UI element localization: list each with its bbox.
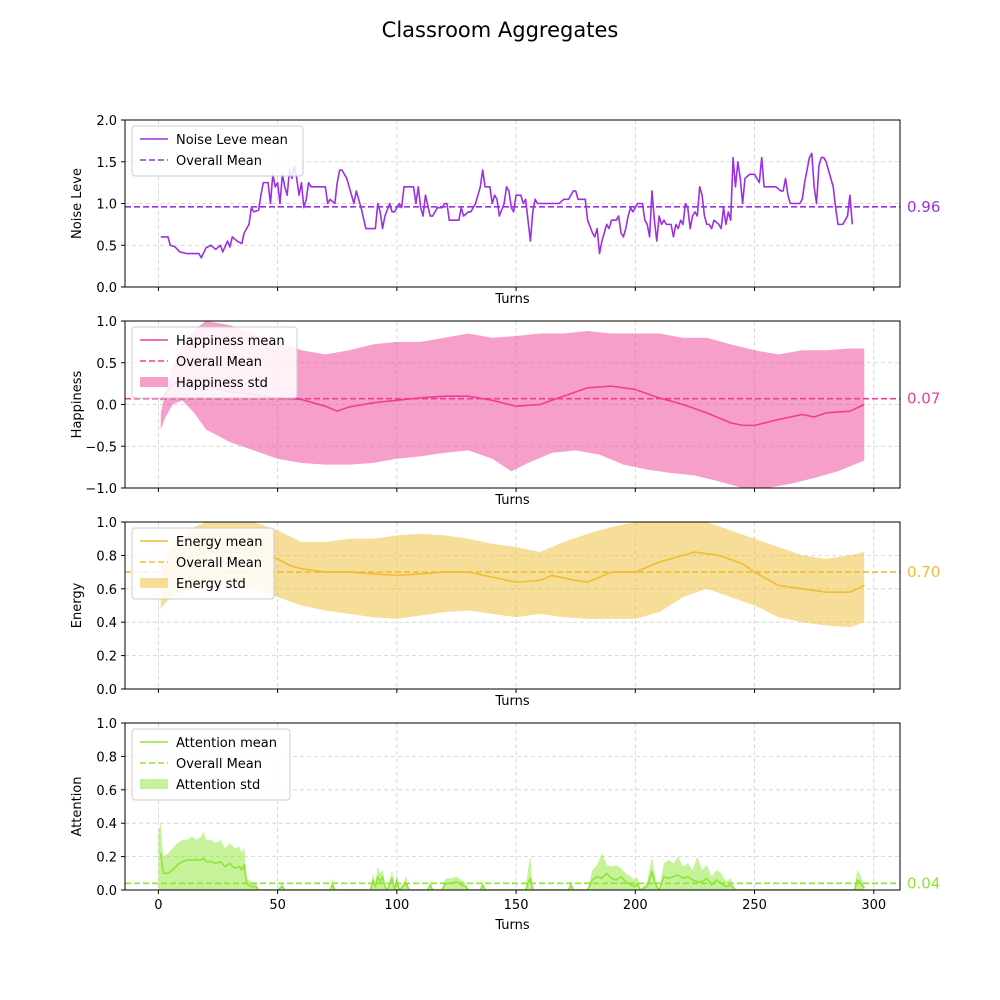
overall-mean-label: 0.04 (907, 874, 940, 892)
legend-label: Overall Mean (176, 757, 262, 772)
legend-label: Energy mean (176, 535, 263, 550)
legend-box (131, 728, 291, 801)
x-axis-label: Turns (494, 292, 530, 307)
x-axis-label: Turns (494, 694, 530, 709)
axes-frame (124, 521, 901, 690)
y-axis-label: Attention (70, 777, 85, 837)
panel-3: 0.70 Turns 0.0 0.2 0.4 0.6 0.8 1.0 Energy Energy … (70, 516, 940, 709)
plot-area (125, 823, 900, 890)
chart-title: Classroom Aggregates (382, 18, 619, 42)
legend-label: Noise Leve mean (176, 133, 288, 148)
overall-mean-label: 0.70 (907, 563, 940, 581)
y-axis-label: Noise Leve (70, 168, 85, 239)
x-axis-label: Turns (494, 493, 530, 508)
y-tick-label: 1.0 (96, 315, 117, 330)
plot-area (125, 321, 900, 488)
x-tick-label: 250 (742, 898, 767, 913)
y-tick-label: 1.0 (96, 717, 117, 732)
x-tick-label: 0 (154, 898, 162, 913)
y-tick-label: 1.0 (96, 198, 117, 213)
y-axis-label: Happiness (70, 370, 85, 438)
legend-label: Attention mean (176, 736, 277, 751)
axes-frame (124, 722, 901, 891)
std-band (160, 522, 865, 628)
y-tick-label: 0.2 (96, 851, 117, 866)
x-axis-label: Turns (494, 918, 530, 933)
legend-label: Overall Mean (176, 556, 262, 571)
legend-label: Happiness mean (176, 334, 285, 349)
y-tick-label: 0.8 (96, 549, 117, 564)
mean-line (159, 853, 865, 890)
y-tick-label: −1.0 (85, 482, 117, 497)
panel-1: 0.96 Turns 0.0 0.5 1.0 1.5 2.0 Noise Leve Noise … (70, 114, 940, 307)
y-axis-label: Energy (70, 582, 85, 628)
y-tick-label: 0.0 (96, 281, 117, 296)
panel-2: 0.07 Turns −1.0 −0.5 0.0 0.5 1.0 Happiness Happi… (70, 315, 940, 508)
legend-swatch-std (140, 578, 168, 588)
legend-label: Overall Mean (176, 355, 262, 370)
y-tick-label: 1.5 (96, 156, 117, 171)
y-tick-label: 0.6 (96, 784, 117, 799)
y-tick-label: 0.0 (96, 683, 117, 698)
y-tick-label: 0.4 (96, 616, 117, 631)
panel-4: 0.04 0 50 100 150 200 250 300 Turns 0.0 0.2 0.4 0.6 0… (70, 717, 940, 933)
y-tick-label: 0.4 (96, 817, 117, 832)
y-tick-label: 0.5 (96, 239, 117, 254)
legend-label: Energy std (176, 577, 246, 592)
std-band (158, 823, 865, 890)
legend-swatch-std (140, 779, 168, 789)
legend-label: Overall Mean (176, 154, 262, 169)
y-tick-label: 0.0 (96, 399, 117, 414)
x-tick-label: 50 (269, 898, 286, 913)
legend-box (131, 326, 298, 399)
overall-mean-label: 0.07 (907, 390, 940, 408)
y-tick-label: 0.6 (96, 583, 117, 598)
x-tick-label: 200 (623, 898, 648, 913)
y-tick-label: 0.5 (96, 357, 117, 372)
legend-label: Happiness std (176, 376, 268, 391)
legend-box (131, 125, 304, 177)
y-tick-label: −0.5 (85, 440, 117, 455)
legend-label: Attention std (176, 778, 260, 793)
y-tick-label: 0.2 (96, 650, 117, 665)
x-tick-label: 300 (861, 898, 886, 913)
overall-mean-label: 0.96 (907, 198, 940, 216)
legend-swatch-std (140, 377, 168, 387)
x-tick-label: 100 (384, 898, 409, 913)
x-tick-label: 150 (504, 898, 529, 913)
chart-panels: 0.96 Turns 0.0 0.5 1.0 1.5 2.0 Noise Leve Noise … (70, 114, 940, 933)
y-tick-label: 1.0 (96, 516, 117, 531)
y-tick-label: 0.8 (96, 750, 117, 765)
y-tick-label: 2.0 (96, 114, 117, 129)
y-tick-label: 0.0 (96, 884, 117, 899)
